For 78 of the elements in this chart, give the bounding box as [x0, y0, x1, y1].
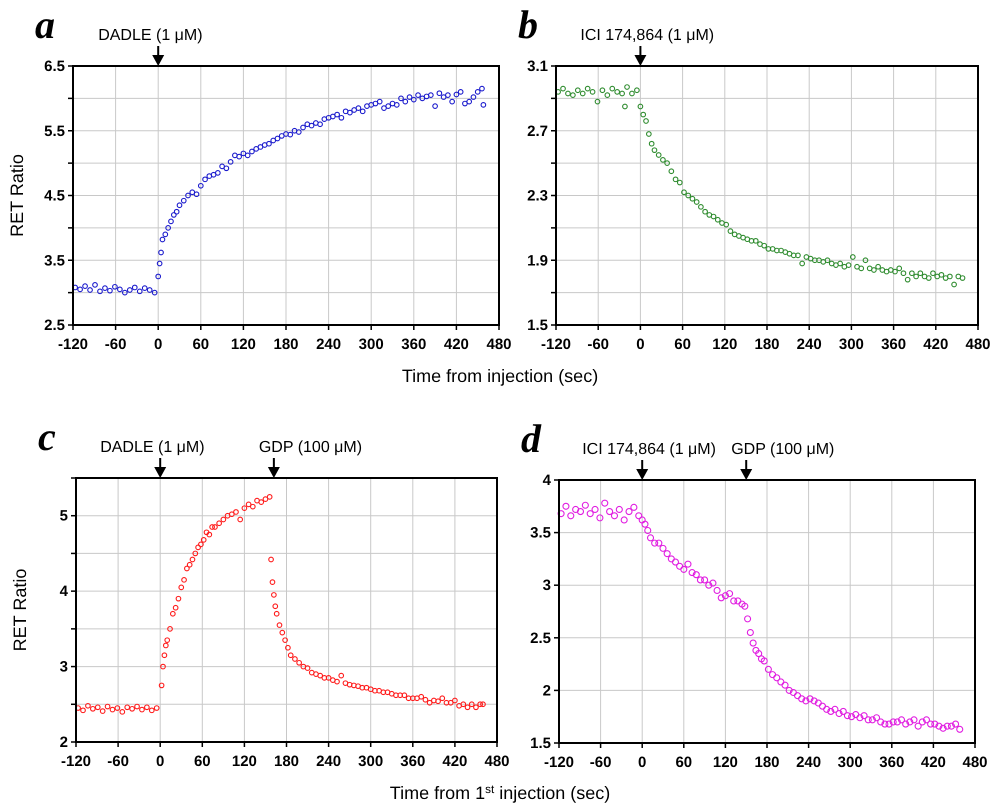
chart-title: b — [518, 2, 538, 47]
x-tick-label: -120 — [58, 336, 88, 353]
x-tick-label: 360 — [401, 336, 426, 353]
ref-line-label: GDP (100 μM) — [258, 439, 362, 456]
ref-line-label: DADLE (1 μM) — [98, 27, 203, 44]
y-tick-label: 1.5 — [530, 735, 551, 752]
x-tick-label: 180 — [274, 753, 300, 770]
x-tick-label: 60 — [194, 753, 211, 770]
x-tick-label: 480 — [965, 336, 991, 353]
x-tick-label: 360 — [881, 336, 906, 353]
chart-title: d — [521, 416, 542, 461]
ref-line-label: DADLE (1 μM) — [100, 439, 205, 456]
y-tick-label: 3.1 — [527, 58, 548, 75]
y-tick-label: 4.5 — [44, 188, 65, 204]
y-tick-label: 2 — [542, 682, 551, 700]
x-tick-label: 240 — [316, 753, 342, 770]
chart-title: c — [38, 414, 56, 459]
y-tick-label: 2.5 — [44, 317, 65, 334]
x-tick-label: 360 — [400, 753, 426, 770]
y-tick-label: 5 — [60, 508, 68, 525]
x-tick-label: 60 — [192, 336, 210, 353]
x-tick-label: 240 — [796, 336, 822, 353]
y-tick-label: 1.5 — [527, 317, 548, 334]
chart-title: a — [35, 2, 55, 47]
y-tick-label: 2.7 — [527, 122, 548, 140]
x-tick-label: 60 — [675, 754, 692, 771]
y-tick-label: 3 — [60, 658, 68, 676]
y-tick-label: 4 — [542, 472, 552, 489]
ref-line-label: ICI 174,864 (1 μM) — [580, 27, 714, 44]
x-axis-title: Time from injection (sec) — [402, 366, 598, 386]
x-tick-label: 300 — [358, 336, 384, 353]
y-tick-label: 2 — [60, 734, 68, 751]
x-tick-label: 420 — [444, 336, 469, 353]
x-tick-label: 120 — [230, 336, 256, 353]
x-tick-label: 120 — [232, 753, 257, 770]
y-tick-label: 2.3 — [527, 188, 548, 204]
ref-line-label: GDP (100 μM) — [731, 441, 834, 458]
y-tick-label: 6.5 — [44, 58, 65, 75]
x-tick-label: 480 — [962, 754, 988, 771]
x-tick-label: -60 — [590, 754, 612, 771]
y-axis-title: RET Ratio — [10, 568, 30, 652]
x-tick-label: 60 — [674, 336, 691, 353]
x-tick-label: 120 — [712, 754, 738, 771]
x-tick-label: -60 — [587, 336, 610, 353]
y-tick-label: 5.5 — [44, 122, 65, 140]
x-tick-label: 240 — [316, 336, 342, 353]
y-axis-title: RET Ratio — [7, 154, 27, 237]
x-tick-label: 0 — [636, 336, 645, 353]
y-tick-label: 3 — [542, 577, 551, 594]
x-tick-label: 0 — [638, 754, 646, 771]
x-tick-label: 480 — [484, 753, 510, 770]
x-tick-label: 180 — [273, 336, 299, 353]
x-tick-label: -60 — [104, 336, 126, 353]
y-tick-label: 3.5 — [530, 524, 551, 542]
x-axis-title: Time from 1$^{st}$ injection (sec) — [390, 782, 610, 803]
x-tick-label: 360 — [879, 754, 904, 771]
x-tick-label: -60 — [107, 753, 129, 770]
x-tick-label: 420 — [920, 754, 946, 771]
x-tick-label: 420 — [442, 753, 468, 770]
y-tick-label: 1.9 — [527, 252, 548, 270]
x-tick-label: 180 — [754, 754, 780, 771]
x-tick-label: 420 — [923, 336, 948, 353]
x-tick-label: 0 — [156, 753, 164, 770]
x-tick-label: 120 — [712, 336, 738, 353]
x-tick-label: 300 — [838, 754, 863, 771]
x-tick-label: 480 — [486, 336, 512, 353]
x-tick-label: 300 — [358, 753, 384, 770]
y-tick-label: 3.5 — [44, 252, 65, 270]
x-tick-label: -120 — [540, 336, 572, 353]
y-tick-label: 2.5 — [530, 630, 551, 647]
x-tick-label: -120 — [544, 754, 574, 771]
x-tick-label: 240 — [796, 754, 822, 771]
x-tick-label: 180 — [754, 336, 780, 353]
x-tick-label: 300 — [838, 336, 864, 353]
x-tick-label: -120 — [60, 753, 92, 770]
x-tick-label: 0 — [154, 336, 162, 353]
y-tick-label: 4 — [60, 583, 69, 600]
ref-line-label: ICI 174,864 (1 μM) — [582, 441, 716, 458]
